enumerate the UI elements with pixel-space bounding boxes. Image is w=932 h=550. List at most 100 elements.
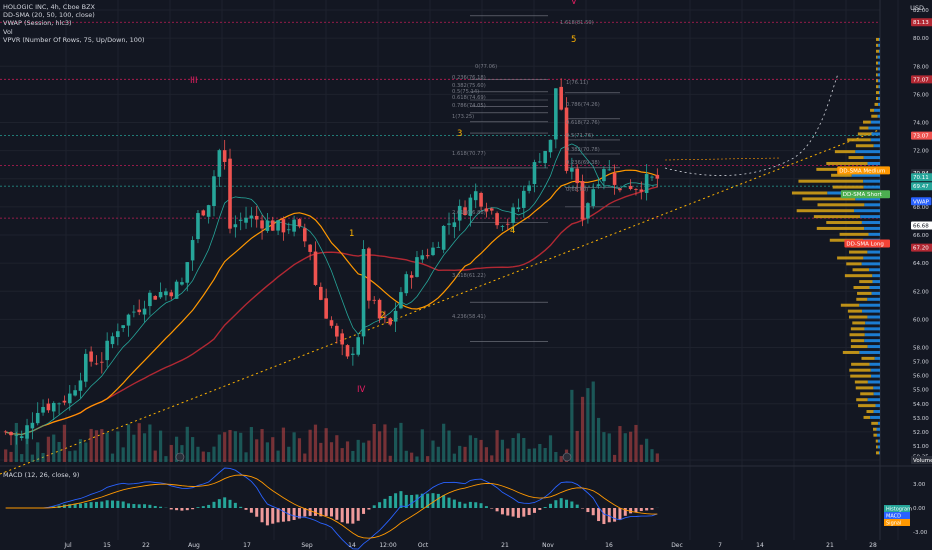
volume-bar (420, 429, 424, 462)
price-tag-label: 73.07 (913, 134, 929, 140)
volume-profile-up (860, 392, 874, 396)
candle-body (345, 345, 350, 357)
volume-bar (297, 438, 302, 462)
candle-body (505, 223, 510, 225)
macd-histogram-bar (447, 497, 451, 508)
candle-body (201, 210, 206, 216)
volume-profile-down (861, 221, 880, 225)
volume-profile-down (878, 85, 880, 89)
volume-profile-down (878, 37, 880, 41)
candle-body (388, 318, 393, 325)
candle-body (618, 188, 622, 191)
volume-bar (137, 423, 141, 462)
sma-indicator-label[interactable]: DD-SMA (20, 50, 100, close) (3, 11, 95, 20)
volume-profile-up (816, 226, 865, 230)
macd-histogram-bar (249, 508, 253, 513)
candle-body (148, 292, 152, 307)
volume-profile-down (872, 274, 880, 278)
macd-indicator-label[interactable]: MACD (12, 26, close, 9) (3, 471, 80, 479)
volume-bar (532, 448, 537, 462)
candle-body (644, 173, 649, 193)
volume-profile-up (863, 120, 871, 124)
price-tag-label: 66.68 (913, 223, 929, 229)
volume-profile-up (850, 374, 872, 378)
volume-profile-up (866, 410, 874, 414)
volume-bar (57, 441, 61, 462)
volume-bar (393, 427, 398, 462)
volume-bar (244, 452, 248, 462)
price-tag-label: 81.13 (913, 20, 929, 26)
volume-profile-down (868, 232, 880, 236)
volume-bar (153, 450, 157, 462)
macd-histogram-bar (618, 508, 622, 520)
macd-tag-label: MACD (886, 514, 901, 520)
macd-histogram-bar (271, 508, 275, 524)
macd-histogram-bar (575, 504, 579, 508)
macd-histogram-bar (100, 501, 104, 508)
candle-body (436, 246, 441, 248)
fib-label: 0.786(74.05) (452, 103, 486, 109)
volume-profile-down (864, 333, 880, 337)
macd-histogram-bar (597, 508, 601, 522)
candle-body (500, 226, 505, 227)
macd-histogram-bar (217, 499, 221, 508)
macd-histogram-bar (153, 505, 157, 508)
macd-histogram-bar (228, 499, 232, 508)
candle-body (473, 191, 478, 201)
candle-body (206, 205, 211, 217)
volume-bar (500, 439, 505, 462)
volume-bar (495, 430, 499, 462)
volume-profile-up (876, 85, 879, 89)
volume-bar (260, 429, 264, 462)
volume-profile-down (863, 185, 880, 189)
candle-body (650, 176, 654, 178)
vwap-indicator-label[interactable]: VWAP (Session, hlc3) (3, 19, 72, 28)
macd-histogram-bar (479, 503, 483, 508)
volume-profile-up (844, 274, 873, 278)
candle-body (425, 255, 430, 257)
time-tick-label: 21 (826, 542, 834, 549)
volume-profile-up (847, 138, 871, 142)
volume-bar (271, 437, 275, 462)
macd-histogram-bar (313, 508, 317, 516)
candle-body (110, 336, 115, 345)
macd-histogram-bar (159, 506, 163, 508)
wave-label: 1 (349, 229, 354, 239)
volume-profile-up (852, 268, 870, 272)
volume-profile-down (863, 179, 880, 183)
volume-profile-up (856, 297, 868, 301)
candle-body (105, 340, 109, 361)
macd-histogram-bar (335, 508, 339, 520)
volume-profile-up (791, 191, 828, 195)
candle-body (538, 161, 542, 163)
volume-indicator-label[interactable]: Vol (3, 27, 13, 36)
time-tick-label: 14 (348, 542, 356, 549)
volume-profile-down (877, 439, 880, 443)
candle-body (286, 229, 291, 231)
volume-bar (484, 447, 489, 462)
vpvr-indicator-label[interactable]: VPVR (Number Of Rows, 75, Up/Down, 100) (3, 35, 145, 44)
time-tick-label: 28 (869, 542, 877, 549)
volume-profile-down (867, 398, 880, 402)
volume-profile-up (871, 114, 878, 118)
wave-label: IV (357, 385, 366, 395)
price-tick-label: 66.00 (913, 233, 929, 239)
macd-histogram-bar (452, 499, 456, 508)
volume-profile-down (860, 215, 880, 219)
fib-label: 1.618(81.59) (560, 20, 594, 26)
price-tick-label: 60.00 (913, 317, 929, 323)
volume-profile-up (875, 439, 878, 443)
volume-profile-up (876, 49, 880, 53)
volume-bar (255, 439, 259, 462)
volume-bar (458, 445, 462, 462)
fib-label: 1(76.11) (566, 80, 588, 86)
macd-histogram-bar (543, 507, 547, 508)
fib-label: 0.382(75.60) (452, 83, 486, 89)
volume-profile-down (859, 303, 880, 307)
macd-histogram-bar (623, 508, 627, 516)
symbol-title[interactable]: HOLOGIC INC, 4h, Cboe BZX (3, 3, 95, 11)
macd-histogram-bar (516, 508, 520, 518)
price-tick-label: 72.00 (913, 149, 929, 155)
volume-bar (570, 389, 574, 462)
